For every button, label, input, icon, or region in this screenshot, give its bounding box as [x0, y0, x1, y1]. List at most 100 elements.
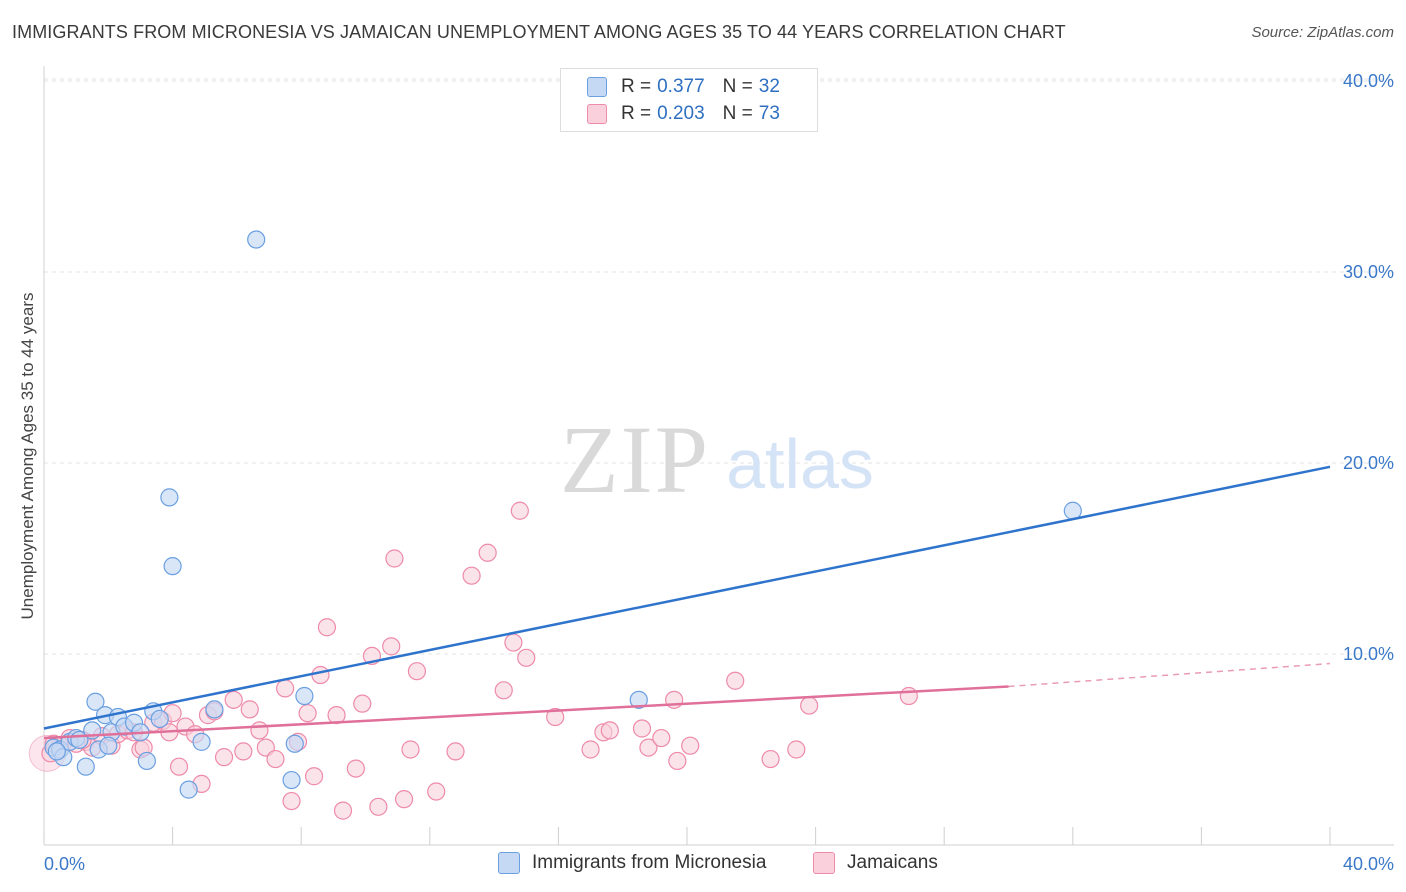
legend-swatch-blue	[498, 852, 520, 874]
data-point-jamaicans	[276, 679, 295, 698]
legend-n-value: 73	[758, 103, 780, 124]
data-point-jamaicans	[214, 748, 234, 767]
legend-item-micronesia[interactable]: Immigrants from Micronesia	[498, 852, 766, 874]
x-tick-label: 40.0%	[1343, 854, 1394, 874]
legend-r-label: R =	[621, 76, 652, 97]
data-point-micronesia	[179, 780, 198, 799]
data-point-jamaicans	[346, 759, 365, 778]
data-point-micronesia	[86, 692, 105, 711]
data-point-jamaicans	[632, 719, 652, 738]
watermark: ZIP atlas	[560, 406, 874, 513]
data-point-micronesia	[150, 709, 169, 729]
data-point-jamaicans	[478, 543, 497, 562]
data-point-jamaicans	[652, 728, 671, 748]
data-point-micronesia	[295, 686, 314, 706]
trend-line-jamaicans-extension	[1008, 662, 1331, 688]
data-point-jamaicans	[681, 736, 700, 755]
data-point-jamaicans	[668, 751, 687, 771]
data-point-micronesia	[205, 700, 224, 719]
y-tick-label: 20.0%	[1343, 453, 1394, 473]
data-point-jamaicans	[899, 686, 918, 706]
data-point-jamaicans	[240, 700, 259, 719]
trend-lines	[43, 465, 1331, 740]
legend-swatch-blue	[587, 77, 607, 97]
data-point-jamaicans	[407, 662, 427, 681]
correlation-legend: R = 0.377 N = 32 R = 0.203 N = 73	[560, 68, 818, 132]
legend-r-value: 0.203	[657, 103, 705, 124]
data-point-jamaicans	[311, 665, 330, 685]
legend-swatch-pink	[587, 104, 607, 124]
x-tick-label: 0.0%	[44, 854, 85, 874]
data-point-jamaicans	[462, 566, 481, 585]
data-point-jamaicans	[517, 648, 536, 667]
data-point-jamaicans	[446, 742, 465, 761]
data-point-jamaicans	[353, 694, 372, 713]
data-point-micronesia	[629, 690, 648, 709]
chart-title: IMMIGRANTS FROM MICRONESIA VS JAMAICAN U…	[12, 22, 1066, 42]
legend-n-value: 32	[758, 76, 780, 97]
legend-n-label: N =	[722, 76, 753, 97]
data-point-jamaicans	[385, 549, 404, 568]
data-point-jamaicans	[224, 690, 243, 709]
data-point-jamaicans	[546, 707, 565, 727]
legend-label-micronesia: Immigrants from Micronesia	[532, 852, 767, 873]
data-point-micronesia	[285, 734, 304, 753]
data-point-jamaicans	[726, 671, 745, 690]
legend-row-micronesia: R = 0.377 N = 32	[587, 75, 780, 99]
legend-swatch-pink	[813, 852, 835, 874]
data-point-jamaicans	[761, 749, 780, 769]
data-point-jamaicans	[581, 740, 600, 759]
legend-r-value: 0.377	[657, 76, 705, 97]
y-tick-label: 40.0%	[1343, 71, 1394, 91]
data-point-micronesia	[163, 557, 182, 576]
legend-row-jamaicans: R = 0.203 N = 73	[587, 102, 780, 126]
data-point-jamaicans	[600, 721, 619, 740]
data-point-jamaicans	[494, 681, 513, 700]
data-point-micronesia	[76, 757, 95, 776]
data-point-jamaicans	[234, 742, 253, 761]
source-label: Source: ZipAtlas.com	[1251, 24, 1394, 41]
watermark-zip: ZIP	[560, 406, 710, 513]
trend-line-jamaicans	[43, 685, 1009, 740]
data-point-jamaicans	[304, 767, 324, 786]
data-point-jamaicans	[510, 501, 529, 520]
data-point-micronesia	[47, 742, 66, 761]
data-point-jamaicans	[787, 740, 806, 759]
data-point-micronesia	[192, 732, 211, 751]
data-point-jamaicans	[401, 740, 420, 759]
gridlines	[44, 78, 1394, 655]
watermark-atlas: atlas	[726, 425, 874, 503]
data-point-jamaicans	[427, 782, 446, 801]
data-point-jamaicans	[169, 757, 189, 776]
tick-labels: 10.0% 20.0% 30.0% 40.0% 0.0% 40.0%	[44, 71, 1394, 874]
data-point-micronesia	[282, 770, 301, 790]
y-tick-label: 30.0%	[1343, 262, 1394, 282]
data-point-jamaicans	[298, 704, 317, 723]
data-point-jamaicans	[282, 791, 301, 811]
data-point-jamaicans	[317, 618, 337, 637]
series-legend: Immigrants from Micronesia Jamaicans	[0, 852, 1406, 876]
data-point-jamaicans	[800, 696, 819, 715]
trend-line-micronesia	[43, 465, 1331, 730]
data-point-jamaicans	[333, 801, 353, 820]
data-point-jamaicans	[266, 749, 285, 769]
legend-r-label: R =	[621, 103, 652, 124]
data-point-jamaicans	[369, 797, 388, 816]
axes	[43, 66, 1394, 846]
series-jamaicans-points	[28, 501, 918, 820]
y-tick-label: 10.0%	[1343, 644, 1394, 664]
data-point-jamaicans	[639, 738, 658, 757]
data-point-jamaicans	[382, 637, 401, 656]
legend-item-jamaicans[interactable]: Jamaicans	[813, 852, 938, 874]
data-point-jamaicans	[394, 790, 414, 809]
data-point-jamaicans	[250, 721, 269, 740]
data-point-jamaicans	[504, 633, 523, 652]
legend-label-jamaicans: Jamaicans	[847, 852, 938, 873]
data-point-micronesia	[137, 751, 156, 771]
legend-n-label: N =	[722, 103, 753, 124]
y-axis-label: Unemployment Among Ages 35 to 44 years	[18, 292, 37, 620]
data-point-micronesia	[247, 230, 266, 249]
data-point-micronesia	[160, 488, 179, 507]
data-point-micronesia	[99, 736, 118, 755]
